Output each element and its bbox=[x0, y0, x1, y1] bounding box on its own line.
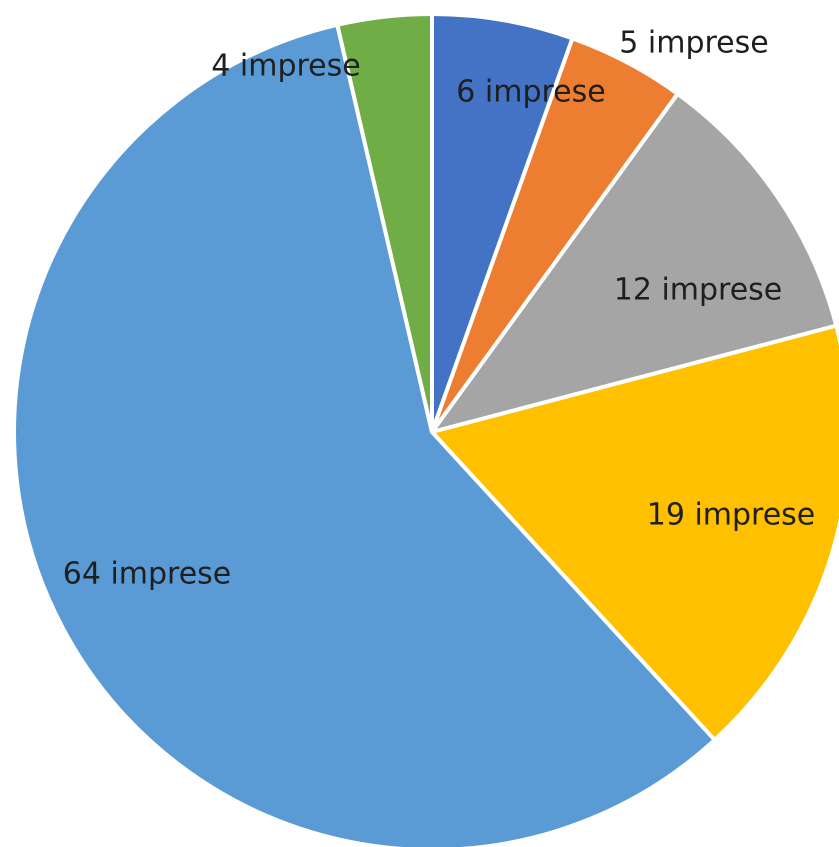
pie-slice-2 bbox=[430, 91, 839, 434]
pie-slice-4 bbox=[12, 22, 717, 847]
pie-labels: 6 imprese 5 imprese 12 imprese 19 imprese 64… bbox=[63, 26, 816, 592]
pie-slices bbox=[12, 12, 839, 847]
pie-slice-5 bbox=[335, 12, 434, 434]
slice-label-1: 5 imprese bbox=[619, 26, 768, 61]
slice-label-0: 6 imprese bbox=[456, 75, 605, 110]
slice-label-3: 19 imprese bbox=[647, 498, 816, 533]
pie-slice-0 bbox=[430, 12, 575, 434]
pie-slice-3 bbox=[430, 323, 839, 742]
slice-label-2: 12 imprese bbox=[614, 273, 783, 308]
slice-label-4: 64 imprese bbox=[63, 557, 232, 592]
slice-label-5: 4 imprese bbox=[211, 49, 360, 84]
